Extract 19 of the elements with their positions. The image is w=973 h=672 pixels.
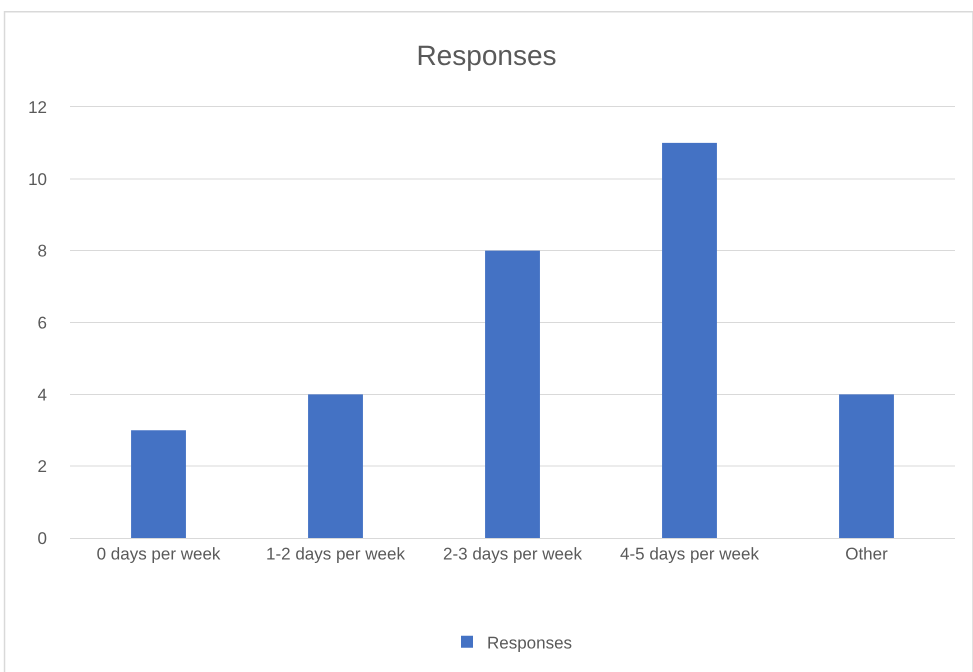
x-tick-label: 1-2 days per week (266, 544, 406, 564)
x-tick-label: 4-5 days per week (620, 544, 760, 564)
bar (662, 142, 717, 538)
y-tick-label: 0 (38, 528, 47, 548)
bar (485, 250, 540, 538)
y-tick-label: 8 (38, 242, 47, 261)
x-tick-label: Other (845, 544, 888, 564)
legend-label: Responses (487, 633, 572, 652)
y-tick-label: 4 (38, 385, 47, 404)
bar (308, 394, 363, 538)
chart-title: Responses (416, 40, 557, 71)
bar (839, 394, 894, 538)
x-tick-label: 2-3 days per week (443, 544, 582, 564)
bar (131, 430, 186, 538)
x-tick-label: 0 days per week (96, 544, 221, 564)
y-tick-label: 10 (28, 170, 47, 189)
y-tick-label: 6 (38, 313, 47, 332)
y-tick-label: 12 (28, 98, 47, 117)
y-tick-label: 2 (38, 457, 47, 476)
